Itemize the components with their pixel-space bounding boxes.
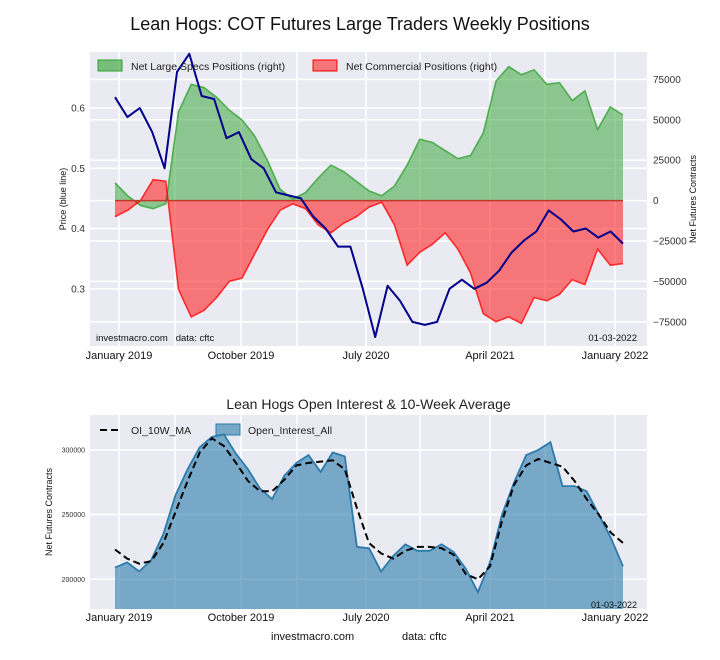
top-chart: 0.3 0.4 0.5 0.6 −75000 −50000 −25000 0 25000 5000…	[58, 52, 698, 362]
legend-label-open-interest: Open_Interest_All	[248, 425, 332, 437]
legend-swatch-open-interest	[215, 423, 241, 436]
x-tick-label: April 2021	[465, 350, 515, 362]
x-tick-label: July 2020	[342, 350, 389, 362]
legend-label-oi-ma: OI_10W_MA	[131, 425, 191, 437]
net-commercial-area-line	[114, 178, 624, 325]
footer-source: data: cftc	[402, 631, 447, 643]
x-tick-label: January 2022	[582, 350, 649, 362]
x-tick-label: January 2022	[582, 612, 649, 624]
right-tick-label: 50000	[653, 115, 681, 126]
left-tick-label: 0.6	[71, 104, 85, 115]
date-annotation: 01-03-2022	[588, 333, 637, 344]
right-tick-label: 0	[653, 196, 659, 207]
legend-swatch-large-specs	[97, 59, 123, 72]
bottom-chart: 200000 250000 300000 January 2019 October 20…	[44, 415, 648, 624]
legend-label-large-specs: Net Large Specs Positions (right)	[131, 61, 285, 73]
right-tick-label: 75000	[653, 75, 681, 86]
x-tick-label: January 2019	[86, 612, 153, 624]
net-large-specs-area	[115, 66, 623, 209]
oi-10w-ma-line	[114, 436, 624, 581]
left-tick-label: 300000	[62, 447, 85, 454]
right-axis-label: Net Futures Contracts	[688, 154, 698, 243]
top-legend: Net Large Specs Positions (right) Net Com…	[97, 59, 497, 73]
date-annotation: 01-03-2022	[591, 600, 637, 610]
left-tick-label: 0.5	[71, 164, 85, 175]
right-tick-label: 25000	[653, 156, 681, 167]
watermark-text: investmacro.com data: cftc	[96, 333, 215, 344]
left-tick-label: 200000	[62, 577, 85, 584]
price-line	[114, 52, 624, 338]
x-tick-label: October 2019	[208, 612, 275, 624]
left-tick-label: 0.3	[71, 284, 85, 295]
x-tick-label: July 2020	[342, 612, 389, 624]
left-axis-label: Net Futures Contracts	[44, 467, 54, 556]
chart-title: Lean Hogs: COT Futures Large Traders Wee…	[130, 14, 590, 34]
x-tick-label: October 2019	[208, 350, 275, 362]
open-interest-line	[114, 433, 624, 595]
legend-label-commercial: Net Commercial Positions (right)	[346, 61, 497, 73]
bottom-legend: OI_10W_MA Open_Interest_All	[100, 423, 332, 437]
net-commercial-area	[115, 179, 623, 324]
left-tick-label: 0.4	[71, 224, 85, 235]
open-interest-area	[115, 434, 623, 609]
legend-swatch-commercial	[312, 59, 338, 72]
right-tick-label: −75000	[653, 317, 687, 328]
left-axis-label: Price (blue line)	[58, 168, 68, 231]
left-tick-label: 250000	[62, 512, 85, 519]
right-tick-label: −25000	[653, 237, 687, 248]
chart-subtitle: Lean Hogs Open Interest & 10-Week Averag…	[226, 396, 511, 412]
x-tick-label: April 2021	[465, 612, 515, 624]
x-tick-label: January 2019	[86, 350, 153, 362]
right-tick-label: −50000	[653, 277, 687, 288]
footer-site: investmacro.com	[271, 631, 355, 643]
